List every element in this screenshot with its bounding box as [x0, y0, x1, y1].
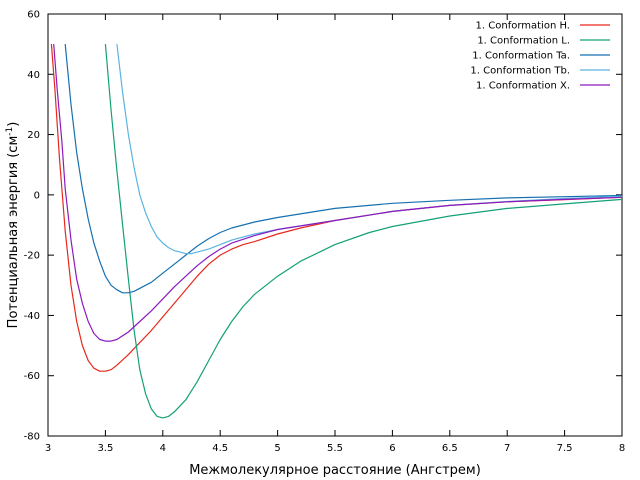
axis-ticks: 3 3.5 4 4.5 5 5.5 6 6.5 7 7.5 8 -80 -60 -40 -20 0 20 40 60 — [24, 10, 626, 455]
legend-label: 1. Conformation X. — [476, 81, 570, 92]
y-tick-label: 60 — [27, 10, 40, 21]
y-axis-title: Потенциальная энергия (см-1) — [5, 122, 21, 329]
legend-label: 1. Conformation H. — [476, 21, 570, 32]
x-tick-label: 6.5 — [442, 443, 458, 454]
x-tick-label: 6 — [389, 443, 395, 454]
y-tick-label: -20 — [24, 251, 40, 262]
x-axis-title: Межмолекулярное расстояние (Ангстрем) — [189, 463, 481, 478]
y-axis-title-main: Потенциальная энергия (см — [6, 136, 21, 329]
y-tick-label: -80 — [24, 432, 40, 443]
y-tick-label: 40 — [27, 70, 40, 81]
x-tick-label: 4 — [160, 443, 166, 454]
series-lines — [50, 44, 623, 419]
legend-label: 1. Conformation L. — [477, 36, 570, 47]
y-axis-title-close: ) — [6, 122, 21, 127]
y-tick-label: 20 — [27, 130, 40, 141]
y-tick-label: -40 — [24, 311, 40, 322]
x-tick-label: 3 — [45, 443, 51, 454]
series-line-5 — [53, 44, 623, 342]
series-line-3 — [64, 44, 623, 294]
legend-label: 1. Conformation Ta. — [472, 51, 570, 62]
legend: 1. Conformation H. 1. Conformation L. 1. C… — [470, 21, 610, 92]
y-tick-label: -60 — [24, 371, 40, 382]
y-tick-label: 0 — [34, 190, 40, 201]
x-tick-label: 7 — [504, 443, 510, 454]
series-line-1 — [50, 44, 623, 372]
x-tick-label: 8 — [619, 443, 625, 454]
x-tick-label: 5 — [274, 443, 280, 454]
y-axis-title-sup: -1 — [5, 127, 15, 136]
x-tick-label: 4.5 — [212, 443, 228, 454]
legend-label: 1. Conformation Tb. — [470, 66, 570, 77]
series-line-2 — [104, 44, 623, 419]
x-tick-label: 5.5 — [327, 443, 343, 454]
plot-frame — [47, 13, 623, 437]
x-tick-label: 3.5 — [97, 443, 113, 454]
x-tick-label: 7.5 — [557, 443, 573, 454]
